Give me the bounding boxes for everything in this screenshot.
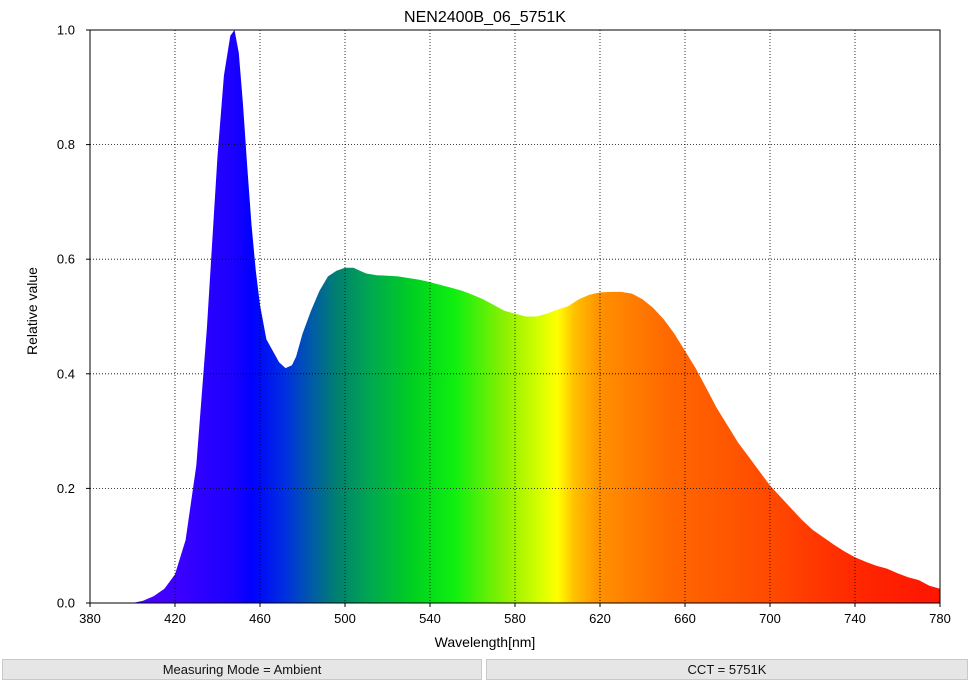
x-tick-label: 780: [929, 611, 951, 626]
x-tick-label: 580: [504, 611, 526, 626]
x-tick-label: 460: [249, 611, 271, 626]
y-tick-label: 0.0: [57, 596, 75, 611]
x-axis-label: Wavelength[nm]: [435, 634, 536, 650]
y-axis-label: Relative value: [24, 267, 40, 355]
y-axis: 0.0 0.2 0.4 0.6 0.8 1.0: [57, 23, 90, 611]
spectrum-area: [132, 30, 940, 603]
y-tick-label: 0.2: [57, 481, 75, 496]
cct-field: CCT = 5751K: [486, 659, 968, 680]
status-bar: Measuring Mode = Ambient CCT = 5751K: [0, 658, 970, 683]
grid: [90, 30, 940, 603]
x-tick-label: 540: [419, 611, 441, 626]
x-tick-label: 500: [334, 611, 356, 626]
spectrum-chart: NEN2400B_06_5751K 380 420 460 500 540 580 620 6…: [24, 9, 951, 650]
chart-title: NEN2400B_06_5751K: [404, 9, 566, 26]
x-tick-label: 660: [674, 611, 696, 626]
y-tick-label: 0.8: [57, 137, 75, 152]
x-tick-label: 700: [759, 611, 781, 626]
x-tick-label: 420: [164, 611, 186, 626]
measuring-mode-field: Measuring Mode = Ambient: [2, 659, 482, 680]
y-tick-label: 1.0: [57, 23, 75, 38]
x-tick-label: 620: [589, 611, 611, 626]
x-axis: 380 420 460 500 540 580 620 660 700 740 780: [79, 603, 951, 626]
y-tick-label: 0.6: [57, 252, 75, 267]
x-tick-label: 740: [844, 611, 866, 626]
x-tick-label: 380: [79, 611, 101, 626]
plot-area: [132, 30, 940, 603]
y-tick-label: 0.4: [57, 366, 75, 381]
